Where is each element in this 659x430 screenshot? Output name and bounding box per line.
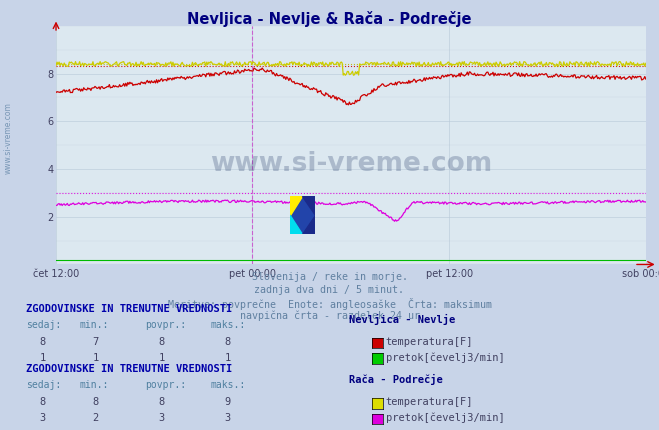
Text: maks.:: maks.: — [211, 380, 246, 390]
Text: 9: 9 — [224, 397, 231, 408]
Text: povpr.:: povpr.: — [145, 320, 186, 330]
Text: 8: 8 — [40, 337, 46, 347]
Text: 3: 3 — [224, 413, 231, 423]
Polygon shape — [290, 196, 315, 234]
Text: 8: 8 — [158, 337, 165, 347]
Polygon shape — [302, 215, 315, 234]
Text: 8: 8 — [40, 397, 46, 408]
Text: maks.:: maks.: — [211, 320, 246, 330]
Text: Slovenija / reke in morje.: Slovenija / reke in morje. — [252, 272, 407, 282]
Text: 1: 1 — [224, 353, 231, 363]
Polygon shape — [302, 196, 315, 215]
Text: povpr.:: povpr.: — [145, 380, 186, 390]
Polygon shape — [290, 196, 302, 215]
Text: navpična črta - razdelek 24 ur: navpična črta - razdelek 24 ur — [239, 310, 420, 321]
Text: 3: 3 — [158, 413, 165, 423]
Text: 1: 1 — [158, 353, 165, 363]
Text: temperatura[F]: temperatura[F] — [386, 397, 473, 408]
Text: www.si-vreme.com: www.si-vreme.com — [210, 151, 492, 177]
Text: 1: 1 — [40, 353, 46, 363]
Text: pretok[čevelj3/min]: pretok[čevelj3/min] — [386, 412, 504, 423]
Text: zadnja dva dni / 5 minut.: zadnja dva dni / 5 minut. — [254, 285, 405, 295]
Text: 8: 8 — [224, 337, 231, 347]
Text: min.:: min.: — [79, 380, 109, 390]
Text: 8: 8 — [158, 397, 165, 408]
Text: 2: 2 — [92, 413, 99, 423]
Text: 7: 7 — [92, 337, 99, 347]
Polygon shape — [290, 215, 302, 234]
Text: Nevljica - Nevlje & Rača - Podrečje: Nevljica - Nevlje & Rača - Podrečje — [187, 11, 472, 27]
Text: sedaj:: sedaj: — [26, 320, 61, 330]
Text: 1: 1 — [92, 353, 99, 363]
Text: Nevljica - Nevlje: Nevljica - Nevlje — [349, 314, 455, 325]
Text: pretok[čevelj3/min]: pretok[čevelj3/min] — [386, 352, 504, 363]
Text: 8: 8 — [92, 397, 99, 408]
Text: Rača - Podrečje: Rača - Podrečje — [349, 374, 443, 385]
Text: ZGODOVINSKE IN TRENUTNE VREDNOSTI: ZGODOVINSKE IN TRENUTNE VREDNOSTI — [26, 364, 233, 374]
Text: www.si-vreme.com: www.si-vreme.com — [3, 101, 13, 174]
Text: temperatura[F]: temperatura[F] — [386, 337, 473, 347]
Text: min.:: min.: — [79, 320, 109, 330]
Text: ZGODOVINSKE IN TRENUTNE VREDNOSTI: ZGODOVINSKE IN TRENUTNE VREDNOSTI — [26, 304, 233, 314]
Text: sedaj:: sedaj: — [26, 380, 61, 390]
Text: Meritve: povprečne  Enote: angleosaške  Črta: maksimum: Meritve: povprečne Enote: angleosaške Čr… — [167, 298, 492, 310]
Text: 3: 3 — [40, 413, 46, 423]
